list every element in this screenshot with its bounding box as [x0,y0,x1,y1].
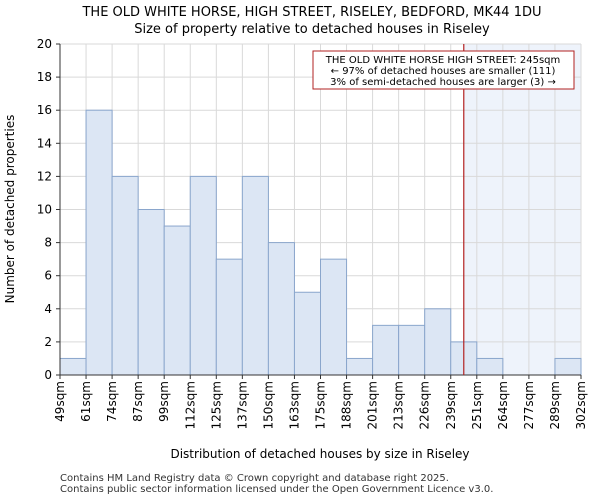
bar-137sqm [241,175,269,376]
annotation-line1: THE OLD WHITE HORSE HIGH STREET: 245sqm [325,55,561,66]
y-tick-label: 10 [37,203,52,217]
x-tick-label: 251sqm [470,381,484,429]
bar-49sqm [59,357,87,376]
chart-title-line1: THE OLD WHITE HORSE, HIGH STREET, RISELE… [81,5,541,20]
y-tick-label: 12 [37,169,52,183]
x-tick-label: 137sqm [235,381,249,429]
x-axis-label: Distribution of detached houses by size … [170,447,469,461]
y-tick-label: 6 [44,269,52,283]
bar-61sqm [85,109,113,376]
footer-line1: Contains HM Land Registry data © Crown c… [60,473,449,484]
bar-87sqm [137,209,165,376]
bar-99sqm [163,225,191,376]
annotation-line2: ← 97% of detached houses are smaller (11… [331,66,556,77]
x-tick-label: 188sqm [340,381,354,429]
x-tick-label: 163sqm [287,381,301,429]
bar-201sqm [372,324,400,376]
bar-125sqm [215,258,243,376]
x-tick-label: 264sqm [496,381,510,429]
x-tick-label: 277sqm [522,381,536,429]
x-tick-label: 302sqm [574,381,588,429]
footer-line2: Contains public sector information licen… [60,484,494,495]
bar-226sqm [424,308,452,376]
x-tick-label: 61sqm [79,381,93,422]
y-tick-label: 20 [37,37,52,51]
bar-150sqm [267,242,295,376]
y-tick-label: 18 [37,70,52,84]
annotation-frame [312,50,575,90]
x-tick-label: 112sqm [183,381,197,429]
bars [59,109,582,376]
x-tick-label: 74sqm [105,381,119,422]
y-axis-label: Number of detached properties [3,115,17,304]
x-tick-label: 289sqm [548,381,562,429]
x-tick-label: 239sqm [444,381,458,429]
x-tick-label: 125sqm [209,381,223,429]
bar-188sqm [346,357,374,376]
x-tick-label: 213sqm [392,381,406,429]
y-tick-label: 14 [37,136,52,150]
x-tick-label: 87sqm [131,381,145,422]
chart-title-line2: Size of property relative to detached ho… [134,22,490,37]
x-tick-label: 49sqm [53,381,67,422]
x-tick-labels: 49sqm 61sqm 74sqm 87sqm 99sqm 112sqm 125sqm 137… [53,375,588,429]
bar-74sqm [111,175,139,376]
x-tick-label: 226sqm [418,381,432,429]
x-tick-label: 175sqm [314,381,328,429]
x-tick-label: 150sqm [261,381,275,429]
y-tick-label: 0 [44,368,52,382]
y-tick-label: 8 [44,236,52,250]
x-tick-label: 99sqm [157,381,171,422]
annotation-line3: 3% of semi-detached houses are larger (3… [330,77,556,88]
y-tick-label: 4 [44,302,52,316]
y-tick-label: 2 [44,335,52,349]
bar-163sqm [293,291,322,376]
bar-213sqm [398,324,426,376]
y-tick-label: 16 [37,103,52,117]
bar-175sqm [320,258,348,376]
y-tick-labels: 0 2 4 6 8 10 12 14 16 18 20 [37,37,60,382]
annotation-box: THE OLD WHITE HORSE HIGH STREET: 245sqm … [312,50,575,90]
bar-251sqm [476,357,504,376]
bar-289sqm [554,357,582,376]
x-tick-label: 201sqm [366,381,380,429]
bar-112sqm [189,175,217,376]
